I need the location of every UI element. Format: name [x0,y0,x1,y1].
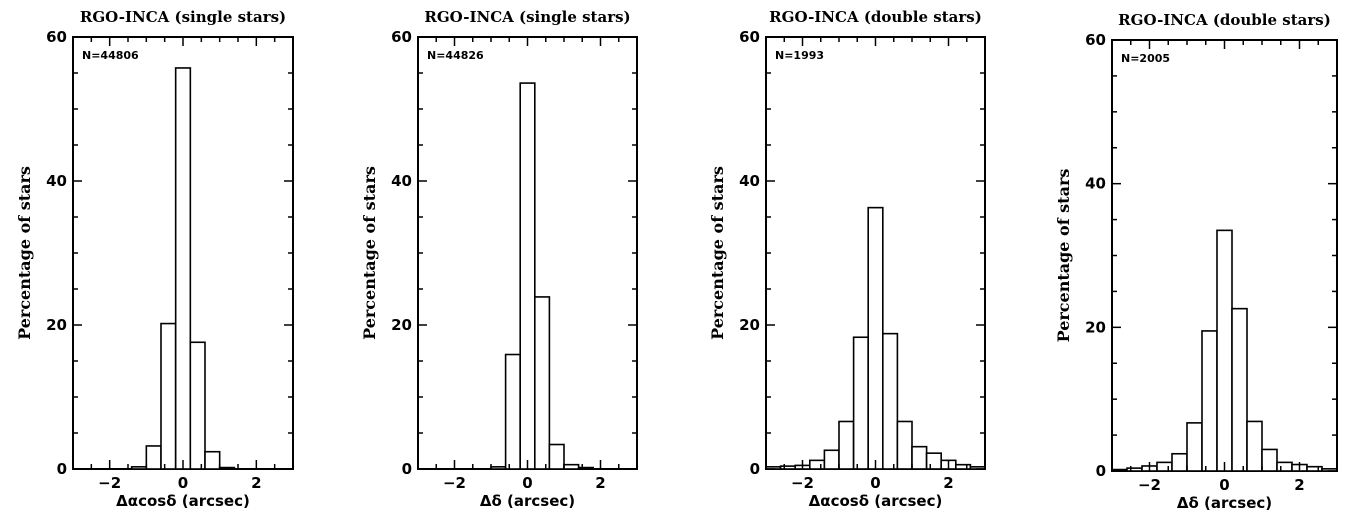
histogram-panel-3: RGO-INCA (double stars) 0 20 40 60 −2 0 2Δαcosδ… [708,8,986,510]
histogram-bar [548,443,565,470]
x-tick-label: 2 [943,474,953,492]
histogram-bar [1186,422,1203,472]
sample-size-annotation: N=2005 [1121,52,1170,65]
histogram-bar [1216,229,1233,472]
histogram-panel-1: RGO-INCA (single stars) 0 20 40 60 −2 0 2Δαcosδ… [15,8,294,510]
histogram-bar [808,459,826,470]
y-tick-label: 60 [739,28,760,46]
chart-title: RGO-INCA (double stars) [769,8,982,26]
sample-size-annotation: N=44806 [82,49,139,62]
histogram-bar [1201,330,1218,472]
y-tick-label: 40 [391,172,412,190]
histogram-bar [1126,467,1143,472]
x-tick-label: 0 [870,474,880,492]
y-tick-label: 0 [1096,462,1106,480]
y-axis-label: Percentage of stars [708,166,727,340]
x-tick-label: 0 [178,474,188,492]
histogram-bar [852,336,869,470]
histogram-panel-2: RGO-INCA (single stars) 0 20 40 60 −2 0 2 Δδ (ar… [360,8,638,510]
histogram-bar [1261,448,1278,472]
histogram-bar [823,449,840,470]
x-axis-label: Δδ (arcsec) [1177,494,1272,512]
y-axis-label: Percentage of stars [360,166,379,340]
histogram-bar [925,452,942,470]
x-tick-label: 2 [1294,476,1304,494]
y-tick-label: 60 [391,28,412,46]
histogram-bar [174,67,192,470]
chart-title: RGO-INCA (single stars) [424,8,630,26]
y-tick-label: 20 [46,316,67,334]
x-tick-label: 2 [595,474,605,492]
y-tick-label: 0 [750,460,760,478]
histogram-panel-4: RGO-INCA (double stars) 0 20 40 60 −2 0 2 Δδ (ar… [1054,11,1338,512]
x-axis-label: Δδ (arcsec) [480,492,575,510]
histogram-bar [533,296,551,470]
histogram-bar [145,445,162,470]
x-tick-label: 2 [251,474,261,492]
y-tick-label: 60 [1085,31,1106,49]
histogram-bar [1231,307,1248,472]
histogram-bar [519,82,536,470]
histogram-bar [160,322,177,470]
x-axis-label: Δαcosδ (arcsec) [809,492,943,510]
chart-title: RGO-INCA (double stars) [1118,11,1331,29]
y-tick-label: 40 [46,172,67,190]
y-tick-label: 40 [739,172,760,190]
y-tick-label: 20 [739,316,760,334]
x-tick-label: 0 [522,474,532,492]
sample-size-annotation: N=44826 [427,49,484,62]
x-tick-label: 0 [1219,476,1229,494]
histogram-bar [1156,461,1173,472]
y-tick-label: 0 [402,460,412,478]
histogram-bar [838,420,855,470]
histogram-bar [504,353,522,470]
histogram-bar [881,332,899,470]
y-tick-label: 20 [391,316,412,334]
y-tick-label: 20 [1085,318,1106,336]
histogram-bar [779,465,796,470]
histogram-bar [1276,461,1293,472]
histogram-bar [896,420,913,470]
histogram-bar [490,466,507,470]
histogram-bar [1306,465,1323,472]
histogram-bar [577,466,594,470]
histogram-bar [204,450,221,470]
histogram-bar [563,463,580,470]
y-tick-label: 40 [1085,175,1106,193]
y-axis-label: Percentage of stars [1054,169,1073,343]
y-axis-label: Percentage of stars [15,166,34,340]
sample-size-annotation: N=1993 [775,49,824,62]
y-tick-label: 0 [57,460,67,478]
x-tick-label: −2 [1138,476,1161,494]
x-tick-label: −2 [98,474,121,492]
histogram-bar [1246,420,1263,472]
histogram-bar [218,466,236,470]
histogram-bar [130,466,148,470]
histogram-bar [867,206,884,470]
histogram-bar [1171,452,1188,472]
x-tick-label: −2 [791,474,814,492]
x-tick-label: −2 [443,474,466,492]
x-axis-label: Δαcosδ (arcsec) [116,492,250,510]
chart-title: RGO-INCA (single stars) [80,8,286,26]
histogram-bar [189,341,206,470]
histogram-bar [954,463,972,470]
histogram-bar [911,445,928,470]
y-tick-label: 60 [46,28,67,46]
